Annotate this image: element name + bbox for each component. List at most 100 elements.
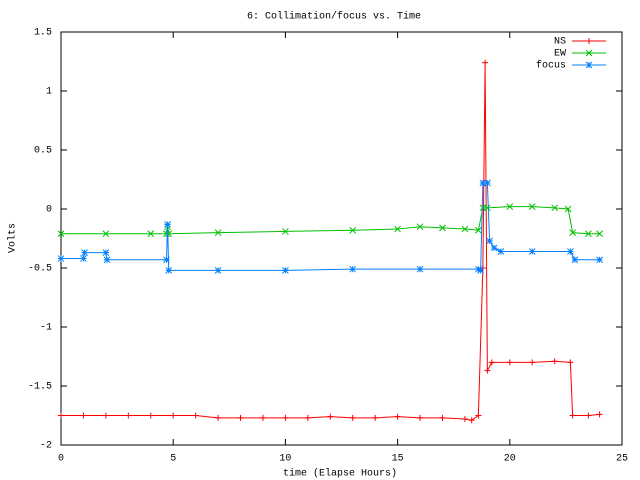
x-axis-label: time (Elapse Hours): [283, 468, 397, 480]
data-point: [214, 229, 222, 236]
data-point: [528, 248, 536, 255]
data-point: [80, 412, 87, 419]
data-point: [486, 237, 493, 245]
data-point: [80, 255, 87, 262]
data-point: [564, 205, 572, 213]
data-point: [477, 267, 484, 274]
plot-frame: [60, 31, 623, 446]
data-point: [394, 413, 401, 420]
data-point: [569, 229, 576, 236]
data-point: [416, 265, 424, 273]
data-point: [327, 413, 334, 420]
data-point: [567, 248, 574, 255]
data-point: [102, 412, 109, 419]
data-point: [475, 265, 482, 273]
x-tick-label: 25: [616, 454, 628, 465]
y-axis-label: Volts: [7, 223, 19, 253]
data-point: [147, 230, 155, 238]
data-point: [506, 359, 513, 366]
data-point: [416, 223, 424, 231]
chart-title: 6: Collimation/focus vs. Time: [247, 11, 421, 23]
data-point: [165, 230, 173, 238]
data-point: [571, 256, 579, 264]
x-tick-label: 15: [392, 454, 404, 465]
x-tick-label: 20: [504, 454, 516, 465]
data-point: [282, 414, 289, 421]
legend-marker: [585, 49, 593, 57]
data-point: [475, 226, 482, 234]
data-point: [57, 230, 65, 238]
data-point: [585, 412, 592, 419]
data-point: [163, 256, 170, 264]
data-point: [596, 411, 603, 418]
data-point: [569, 412, 576, 419]
legend-marker: [586, 38, 592, 44]
data-point: [584, 230, 592, 238]
y-tick-label: -0.5: [28, 264, 52, 275]
data-point: [567, 359, 574, 366]
legend-label: NS: [554, 37, 566, 48]
data-point: [488, 359, 495, 366]
data-point: [349, 414, 356, 421]
data-point: [528, 203, 536, 210]
data-point: [81, 249, 88, 257]
data-point: [484, 367, 491, 374]
y-tick-label: -1.5: [28, 382, 52, 393]
data-point: [214, 267, 222, 274]
data-point: [468, 417, 475, 424]
legend-label: EW: [554, 49, 566, 60]
data-point: [147, 412, 154, 419]
legend-label: focus: [536, 60, 566, 72]
data-point: [349, 265, 357, 273]
data-point: [165, 267, 173, 274]
data-point: [282, 267, 289, 274]
data-point: [439, 414, 446, 421]
data-point: [479, 179, 487, 187]
data-point: [102, 249, 110, 257]
y-tick-label: 0: [46, 205, 52, 216]
data-point: [506, 203, 514, 210]
data-point: [125, 412, 132, 419]
data-point: [259, 414, 266, 421]
y-tick-label: -2: [40, 441, 52, 452]
data-point: [103, 256, 111, 264]
series-line: [61, 62, 600, 421]
data-point: [484, 179, 491, 187]
data-point: [170, 412, 177, 419]
legend-marker: [585, 61, 593, 69]
data-point: [461, 416, 468, 423]
x-tick-label: 10: [279, 454, 291, 465]
series-line: [61, 206, 600, 235]
y-tick-label: 0.5: [34, 146, 52, 157]
data-point: [394, 225, 401, 233]
y-tick-label: 1.5: [34, 28, 52, 39]
data-point: [164, 220, 171, 228]
data-point: [215, 414, 222, 421]
data-point: [596, 256, 603, 264]
data-point: [192, 412, 199, 419]
data-point: [417, 414, 424, 421]
data-point: [461, 225, 469, 233]
x-tick-label: 0: [58, 454, 64, 465]
data-point: [596, 230, 603, 238]
data-point: [439, 224, 446, 232]
data-point: [475, 412, 482, 419]
y-tick-label: 1: [46, 87, 52, 98]
data-point: [529, 359, 536, 366]
data-point: [57, 255, 65, 262]
x-tick-label: 5: [170, 454, 176, 465]
data-point: [282, 228, 289, 235]
data-point: [102, 230, 110, 238]
data-point: [490, 244, 498, 252]
data-point: [372, 414, 379, 421]
data-point: [497, 248, 505, 255]
data-point: [484, 204, 491, 212]
data-point: [304, 414, 311, 421]
data-point: [237, 414, 244, 421]
series-line: [61, 182, 600, 272]
data-point: [551, 204, 559, 212]
data-point: [163, 230, 170, 238]
data-point: [349, 226, 357, 234]
